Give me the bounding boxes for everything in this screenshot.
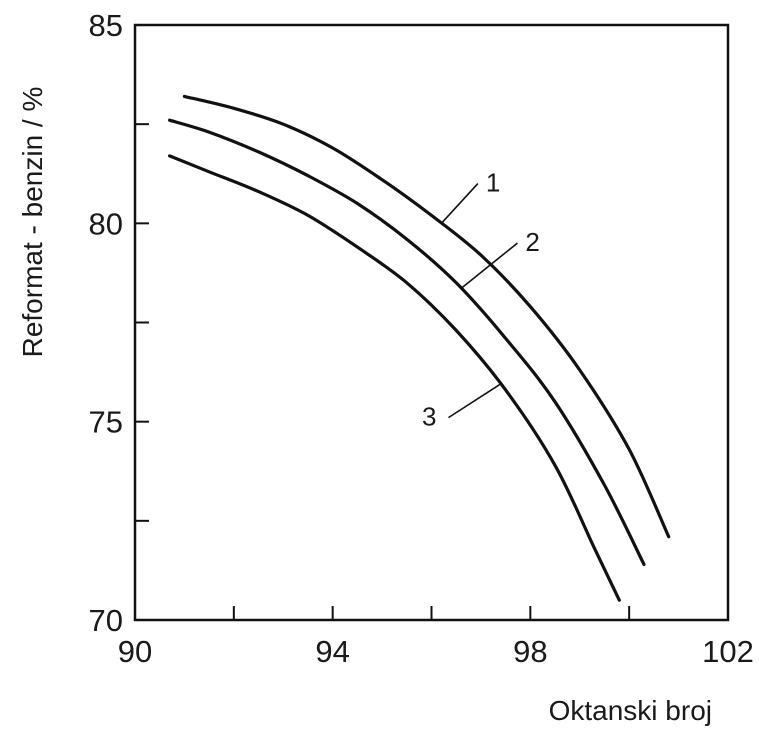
- curve-annotations: 12 3: [422, 168, 540, 432]
- leader-line: [460, 242, 518, 290]
- x-tick-label: 94: [315, 634, 349, 669]
- x-tick-label: 90: [118, 634, 152, 669]
- curve-label-2: 2: [525, 227, 539, 257]
- axis-ticks: [135, 123, 631, 620]
- curve-label-1: 1: [486, 168, 500, 198]
- y-axis-title: Reformat - benzin / %: [17, 87, 48, 358]
- series-line-2: [168, 118, 646, 567]
- leader-line: [448, 383, 502, 419]
- axis-tick-labels: 90 94 98 102 70 75 80 85: [89, 8, 754, 669]
- x-axis-title: Oktanski broj: [549, 695, 712, 726]
- y-tick-label: 85: [89, 8, 123, 43]
- x-tick-label: 102: [702, 634, 754, 669]
- curve-label-3: 3: [422, 402, 436, 432]
- leader-line: [440, 183, 479, 224]
- x-tick-label: 98: [513, 634, 547, 669]
- y-tick-label: 75: [89, 405, 123, 440]
- y-tick-label: 80: [89, 206, 123, 241]
- series-line-3: [168, 154, 621, 602]
- plot-frame: [133, 23, 730, 622]
- series-lines: [168, 94, 671, 602]
- series-line-1: [182, 94, 671, 539]
- y-tick-label: 70: [89, 603, 123, 638]
